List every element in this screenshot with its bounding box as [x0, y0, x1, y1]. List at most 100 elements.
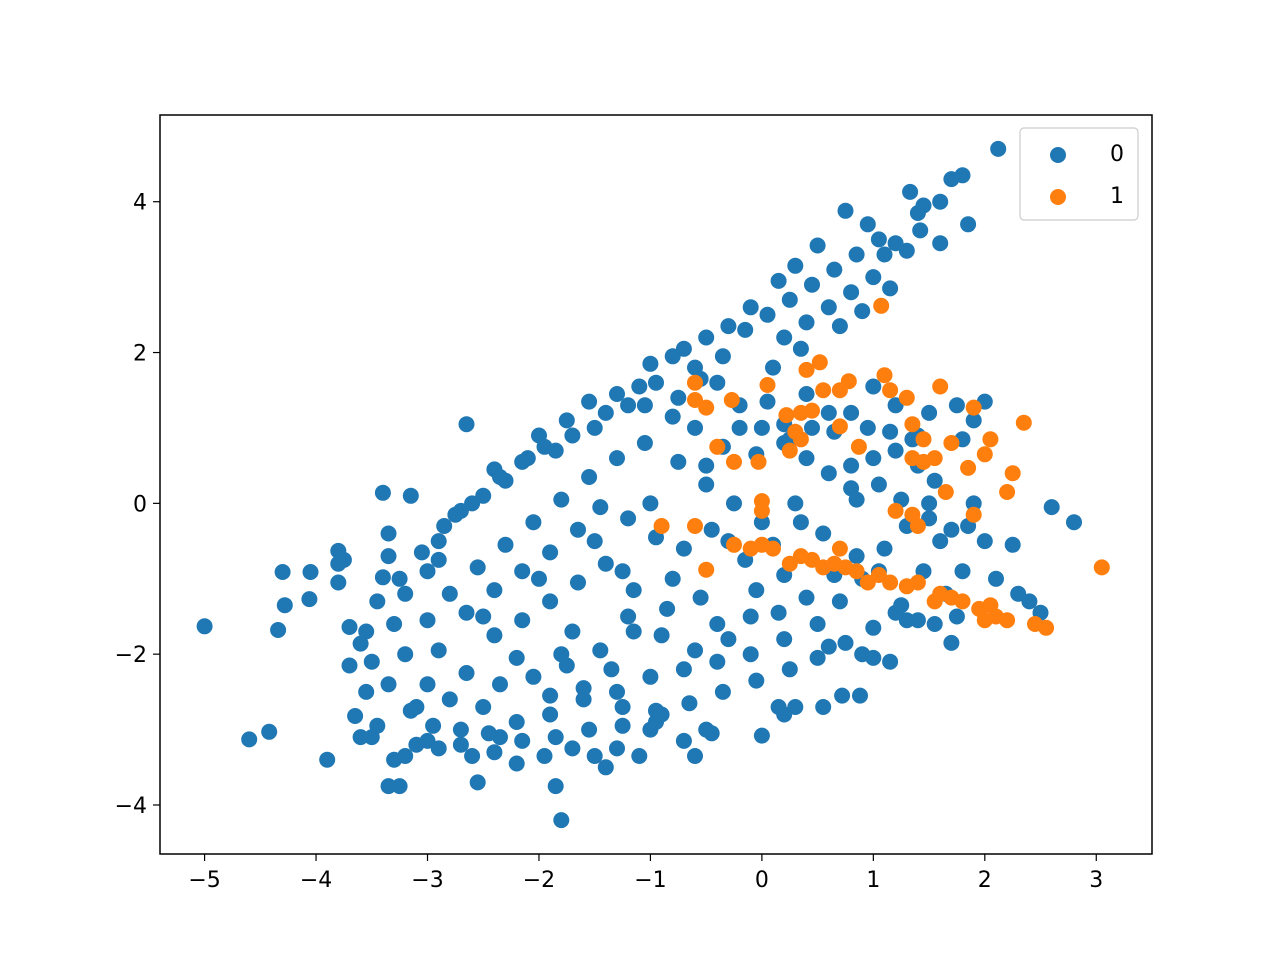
data-point-series-0	[737, 321, 754, 338]
y-tick-label: −2	[115, 643, 147, 668]
data-point-series-0	[753, 419, 770, 436]
data-point-series-0	[597, 404, 614, 421]
data-point-series-0	[887, 397, 904, 414]
data-point-series-0	[865, 450, 882, 467]
data-point-series-0	[547, 729, 564, 746]
data-point-series-0	[653, 627, 670, 644]
legend: 0 1	[1019, 127, 1139, 221]
data-point-series-0	[798, 314, 815, 331]
data-point-series-0	[609, 683, 625, 700]
data-point-series-0	[759, 306, 776, 323]
data-point-series-0	[586, 419, 603, 436]
data-point-series-0	[675, 661, 692, 678]
x-tick-label: −5	[188, 868, 220, 893]
data-point-series-0	[597, 759, 614, 776]
data-point-series-0	[753, 727, 770, 744]
data-point-series-0	[687, 419, 703, 436]
data-point-series-0	[302, 564, 319, 580]
data-point-series-1	[759, 377, 776, 393]
data-point-series-0	[620, 397, 637, 414]
data-point-series-0	[687, 642, 703, 659]
data-point-series-0	[631, 378, 648, 395]
data-point-series-0	[965, 412, 982, 429]
data-point-series-0	[625, 623, 642, 640]
series-layer	[196, 140, 1110, 829]
x-tick-label: 0	[755, 868, 769, 893]
data-point-series-0	[781, 661, 798, 678]
data-point-series-0	[642, 668, 659, 685]
data-point-series-1	[687, 374, 703, 391]
data-point-series-1	[850, 438, 867, 455]
data-point-series-0	[614, 699, 631, 715]
data-point-series-0	[748, 672, 765, 689]
data-point-series-0	[458, 416, 475, 433]
data-point-series-0	[943, 171, 960, 188]
legend-marker-series-1	[1050, 189, 1066, 205]
data-point-series-1	[904, 416, 921, 433]
data-point-series-0	[954, 563, 971, 580]
data-point-series-0	[301, 591, 318, 608]
data-point-series-0	[988, 570, 1004, 587]
data-point-series-0	[815, 525, 832, 542]
data-point-series-0	[748, 582, 765, 599]
data-point-series-0	[876, 246, 893, 263]
data-point-series-0	[809, 616, 826, 632]
data-point-series-0	[887, 235, 904, 252]
data-point-series-0	[943, 521, 960, 538]
data-point-series-0	[876, 540, 893, 557]
data-point-series-0	[369, 717, 386, 734]
data-point-series-0	[570, 521, 586, 538]
data-point-series-1	[926, 450, 943, 467]
data-point-series-0	[380, 548, 397, 565]
data-point-series-0	[380, 676, 397, 693]
data-point-series-1	[909, 574, 926, 591]
data-point-series-0	[776, 631, 793, 648]
data-point-series-0	[391, 570, 408, 587]
data-point-series-0	[912, 222, 929, 239]
data-point-series-0	[898, 612, 915, 629]
data-point-series-0	[430, 740, 447, 757]
data-point-series-0	[976, 533, 993, 550]
data-point-series-0	[921, 510, 938, 527]
data-point-series-1	[960, 459, 977, 476]
data-point-series-0	[670, 453, 687, 470]
data-point-series-0	[960, 216, 977, 233]
data-point-series-0	[492, 676, 508, 693]
data-point-series-1	[726, 453, 742, 470]
data-point-series-0	[430, 551, 447, 568]
data-point-series-0	[536, 438, 553, 455]
data-point-series-0	[352, 729, 369, 746]
data-point-series-1	[1004, 465, 1021, 482]
data-point-series-1	[750, 453, 767, 470]
data-point-series-0	[720, 318, 737, 335]
data-point-series-0	[542, 544, 559, 561]
data-point-series-0	[436, 518, 453, 534]
data-point-series-0	[609, 740, 625, 757]
data-point-series-0	[486, 627, 503, 644]
y-tick-label: 4	[133, 191, 147, 216]
data-point-series-0	[837, 202, 854, 219]
data-point-series-0	[675, 540, 692, 557]
data-point-series-1	[976, 612, 993, 629]
data-point-series-0	[848, 548, 865, 565]
data-point-series-0	[770, 272, 787, 289]
data-point-series-0	[820, 638, 837, 655]
data-point-series-1	[753, 502, 770, 519]
data-point-series-0	[742, 646, 759, 663]
data-point-series-0	[870, 476, 887, 493]
y-tick-label: 0	[133, 492, 147, 517]
data-point-series-0	[581, 721, 598, 738]
data-point-series-1	[882, 382, 899, 399]
x-tick-label: 2	[978, 868, 992, 893]
data-point-series-0	[480, 725, 497, 742]
data-point-series-0	[330, 574, 347, 591]
data-point-series-0	[926, 472, 943, 489]
data-point-series-0	[276, 597, 293, 614]
data-point-series-0	[369, 593, 386, 610]
data-point-series-1	[965, 399, 982, 416]
y-tick-label: −4	[115, 794, 147, 819]
data-point-series-0	[648, 374, 664, 391]
data-point-series-0	[770, 604, 787, 621]
data-point-series-0	[792, 340, 809, 357]
